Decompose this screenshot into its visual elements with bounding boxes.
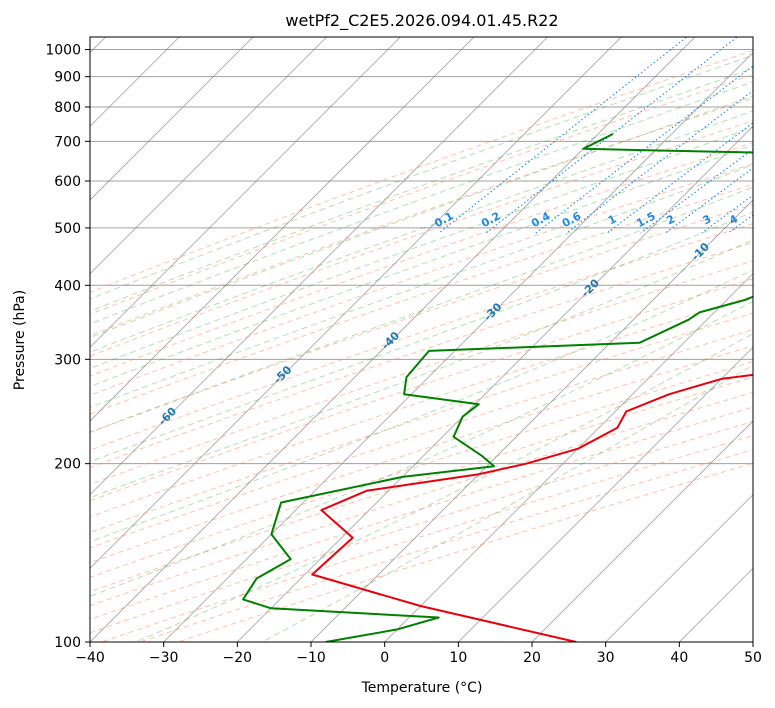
- dry-adiabat-line: [90, 260, 753, 485]
- y-tick-label: 100: [54, 635, 81, 651]
- isotherm-line: [310, 199, 753, 642]
- moist-adiabat-line: [90, 144, 753, 388]
- isotherm-line: [163, 52, 753, 642]
- y-tick-label: 500: [54, 221, 81, 237]
- dry-adiabat-line: [90, 329, 753, 549]
- y-tick-label: 800: [54, 100, 81, 116]
- moist-adiabat-line: [90, 186, 753, 433]
- isotherm-line: [384, 273, 753, 642]
- isotherm-line: [90, 37, 475, 422]
- x-tick-label: −20: [223, 650, 253, 666]
- isotherm-line: [90, 37, 328, 275]
- dry-adiabat-line: [90, 74, 753, 315]
- mixing-ratio-line: [485, 37, 738, 234]
- isotherm-line: [90, 37, 622, 569]
- x-tick-label: 40: [670, 650, 688, 666]
- dewpoint-profile-line: [242, 133, 753, 642]
- dry-adiabat-line: [90, 345, 753, 564]
- y-tick-label: 700: [54, 134, 81, 150]
- dry-adiabat-line: [90, 223, 753, 451]
- isotherm-line: [605, 494, 753, 642]
- x-tick-label: −30: [149, 650, 179, 666]
- moist-adiabat-line: [90, 54, 753, 300]
- series-layer: [242, 133, 753, 642]
- dry-adiabat-line: [90, 203, 753, 433]
- dry-adiabat-line: [90, 163, 753, 396]
- x-tick-label: 0: [380, 650, 389, 666]
- x-tick-label: 50: [744, 650, 762, 666]
- temperature-profile-line: [311, 373, 753, 642]
- dry-adiabat-line: [90, 97, 753, 337]
- moist-adiabat-line: [90, 95, 753, 339]
- moist-adiabat-line: [90, 239, 753, 499]
- x-tick-label: −40: [75, 650, 105, 666]
- y-tick-label: 900: [54, 70, 81, 86]
- y-axis-title: Pressure (hPa): [12, 290, 28, 390]
- dry-adiabat-line: [90, 278, 753, 502]
- isotherm-line: [531, 420, 753, 642]
- dry-adiabat-line: [90, 376, 753, 593]
- isotherm-line: [236, 125, 753, 642]
- grid-layer: [90, 37, 753, 642]
- tick-layer: −40 −30 −20 −10 0 10 20 30 40 50 100 200 300 400 500 60…: [45, 43, 762, 666]
- y-tick-label: 600: [54, 174, 81, 190]
- isotherm-line: [90, 37, 696, 642]
- y-tick-label: 1000: [45, 43, 81, 59]
- x-tick-label: −10: [296, 650, 326, 666]
- x-tick-label: 20: [523, 650, 541, 666]
- x-axis-title: Temperature (°C): [361, 680, 483, 696]
- x-tick-label: 10: [449, 650, 467, 666]
- chart-title: wetPf2_C2E5.2026.094.01.45.R22: [285, 11, 558, 31]
- y-tick-label: 300: [54, 352, 81, 368]
- isotherm-line: [90, 37, 549, 496]
- mixing-ratio-line: [665, 167, 753, 234]
- mixing-ratio-line: [438, 37, 688, 234]
- y-tick-label: 200: [54, 457, 81, 473]
- moist-adiabat-line: [134, 333, 753, 642]
- plot-frame: [89, 36, 754, 643]
- x-tick-label: 30: [597, 650, 615, 666]
- y-tick-label: 400: [54, 278, 81, 294]
- isotherm-line: [90, 37, 254, 201]
- isotherm-line: [90, 37, 401, 348]
- isotherm-line: [457, 346, 753, 642]
